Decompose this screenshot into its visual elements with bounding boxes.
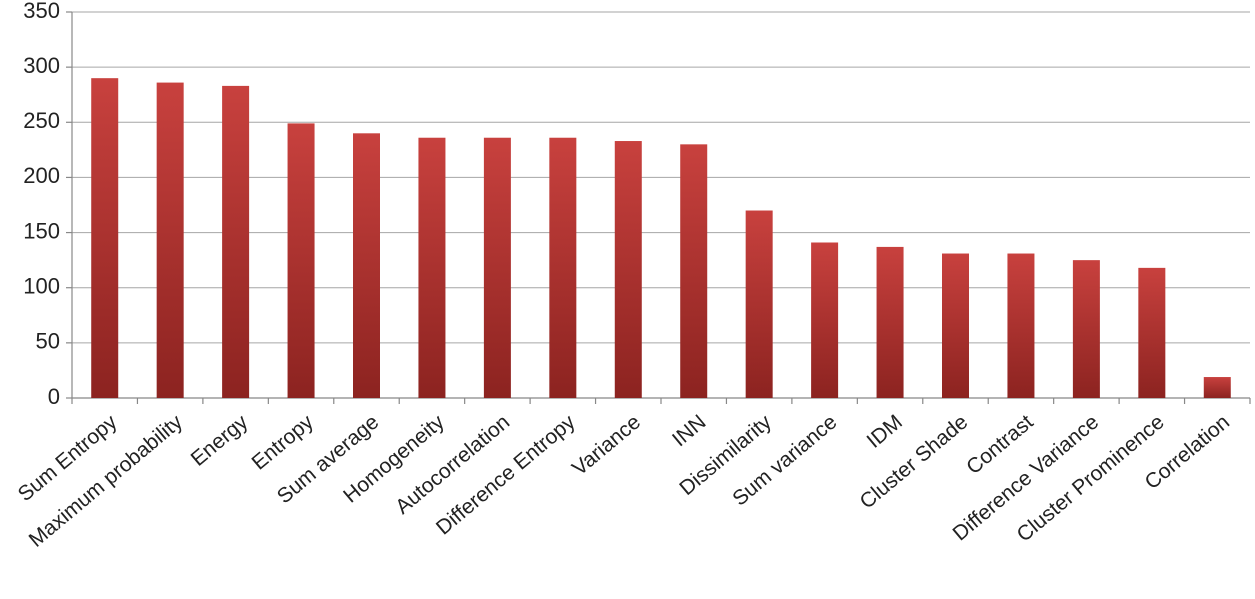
bar	[91, 78, 119, 399]
bar	[156, 82, 184, 398]
bar	[942, 253, 969, 398]
bar	[811, 242, 839, 398]
bar	[287, 123, 315, 398]
bar	[1072, 260, 1100, 398]
y-tick-label: 0	[48, 384, 60, 409]
y-tick-label: 250	[23, 108, 60, 133]
x-tick-label: Energy	[187, 410, 253, 471]
bar	[1138, 267, 1166, 398]
y-tick-label: 200	[23, 163, 60, 188]
x-tick-label: Variance	[568, 410, 645, 480]
bar	[483, 137, 511, 398]
bar	[680, 144, 708, 398]
y-tick-label: 350	[23, 0, 60, 23]
bar	[1007, 253, 1035, 398]
x-tick-label: Autocorrelation	[391, 410, 514, 518]
bar	[418, 137, 446, 398]
bar	[614, 141, 642, 398]
x-tick-label: INN	[668, 410, 710, 451]
bar	[876, 246, 904, 398]
y-tick-label: 300	[23, 53, 60, 78]
bar	[222, 85, 250, 399]
y-tick-label: 150	[23, 218, 60, 243]
bar	[353, 133, 380, 399]
x-tick-label: IDM	[863, 410, 907, 452]
bar	[549, 137, 577, 398]
y-tick-label: 50	[36, 329, 60, 354]
y-tick-label: 100	[23, 274, 60, 299]
bar	[1203, 377, 1231, 398]
bar	[745, 210, 773, 398]
